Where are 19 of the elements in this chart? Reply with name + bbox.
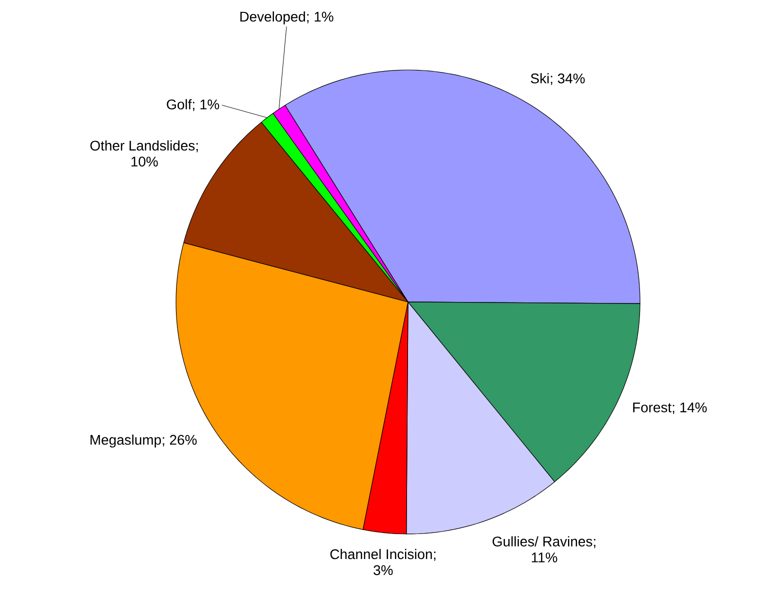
slice-label: Ski bbox=[530, 73, 549, 84]
slice-label: Gullies/ Ravines bbox=[492, 536, 592, 546]
slice-label: Golf bbox=[166, 99, 192, 110]
data-label: ; 14% bbox=[672, 402, 707, 414]
slice-label: Forest bbox=[633, 402, 672, 412]
data-label: ; 1% bbox=[192, 100, 220, 112]
slice-label: Other Landslides bbox=[90, 140, 195, 151]
slice-label: Megaslump bbox=[90, 434, 161, 448]
data-label: ; 26% bbox=[162, 434, 197, 446]
data-label: ; 1% bbox=[307, 12, 334, 24]
slice-label: Channel Incision bbox=[330, 548, 432, 560]
data-label: ; 34% bbox=[550, 74, 585, 86]
text: ; bbox=[594, 538, 596, 548]
text: ; bbox=[196, 143, 198, 152]
slice-label: Developed bbox=[240, 11, 306, 24]
text: 3% bbox=[374, 565, 393, 576]
text: 11% bbox=[532, 552, 558, 562]
text: 10% bbox=[131, 156, 158, 167]
text: ; bbox=[434, 552, 436, 561]
